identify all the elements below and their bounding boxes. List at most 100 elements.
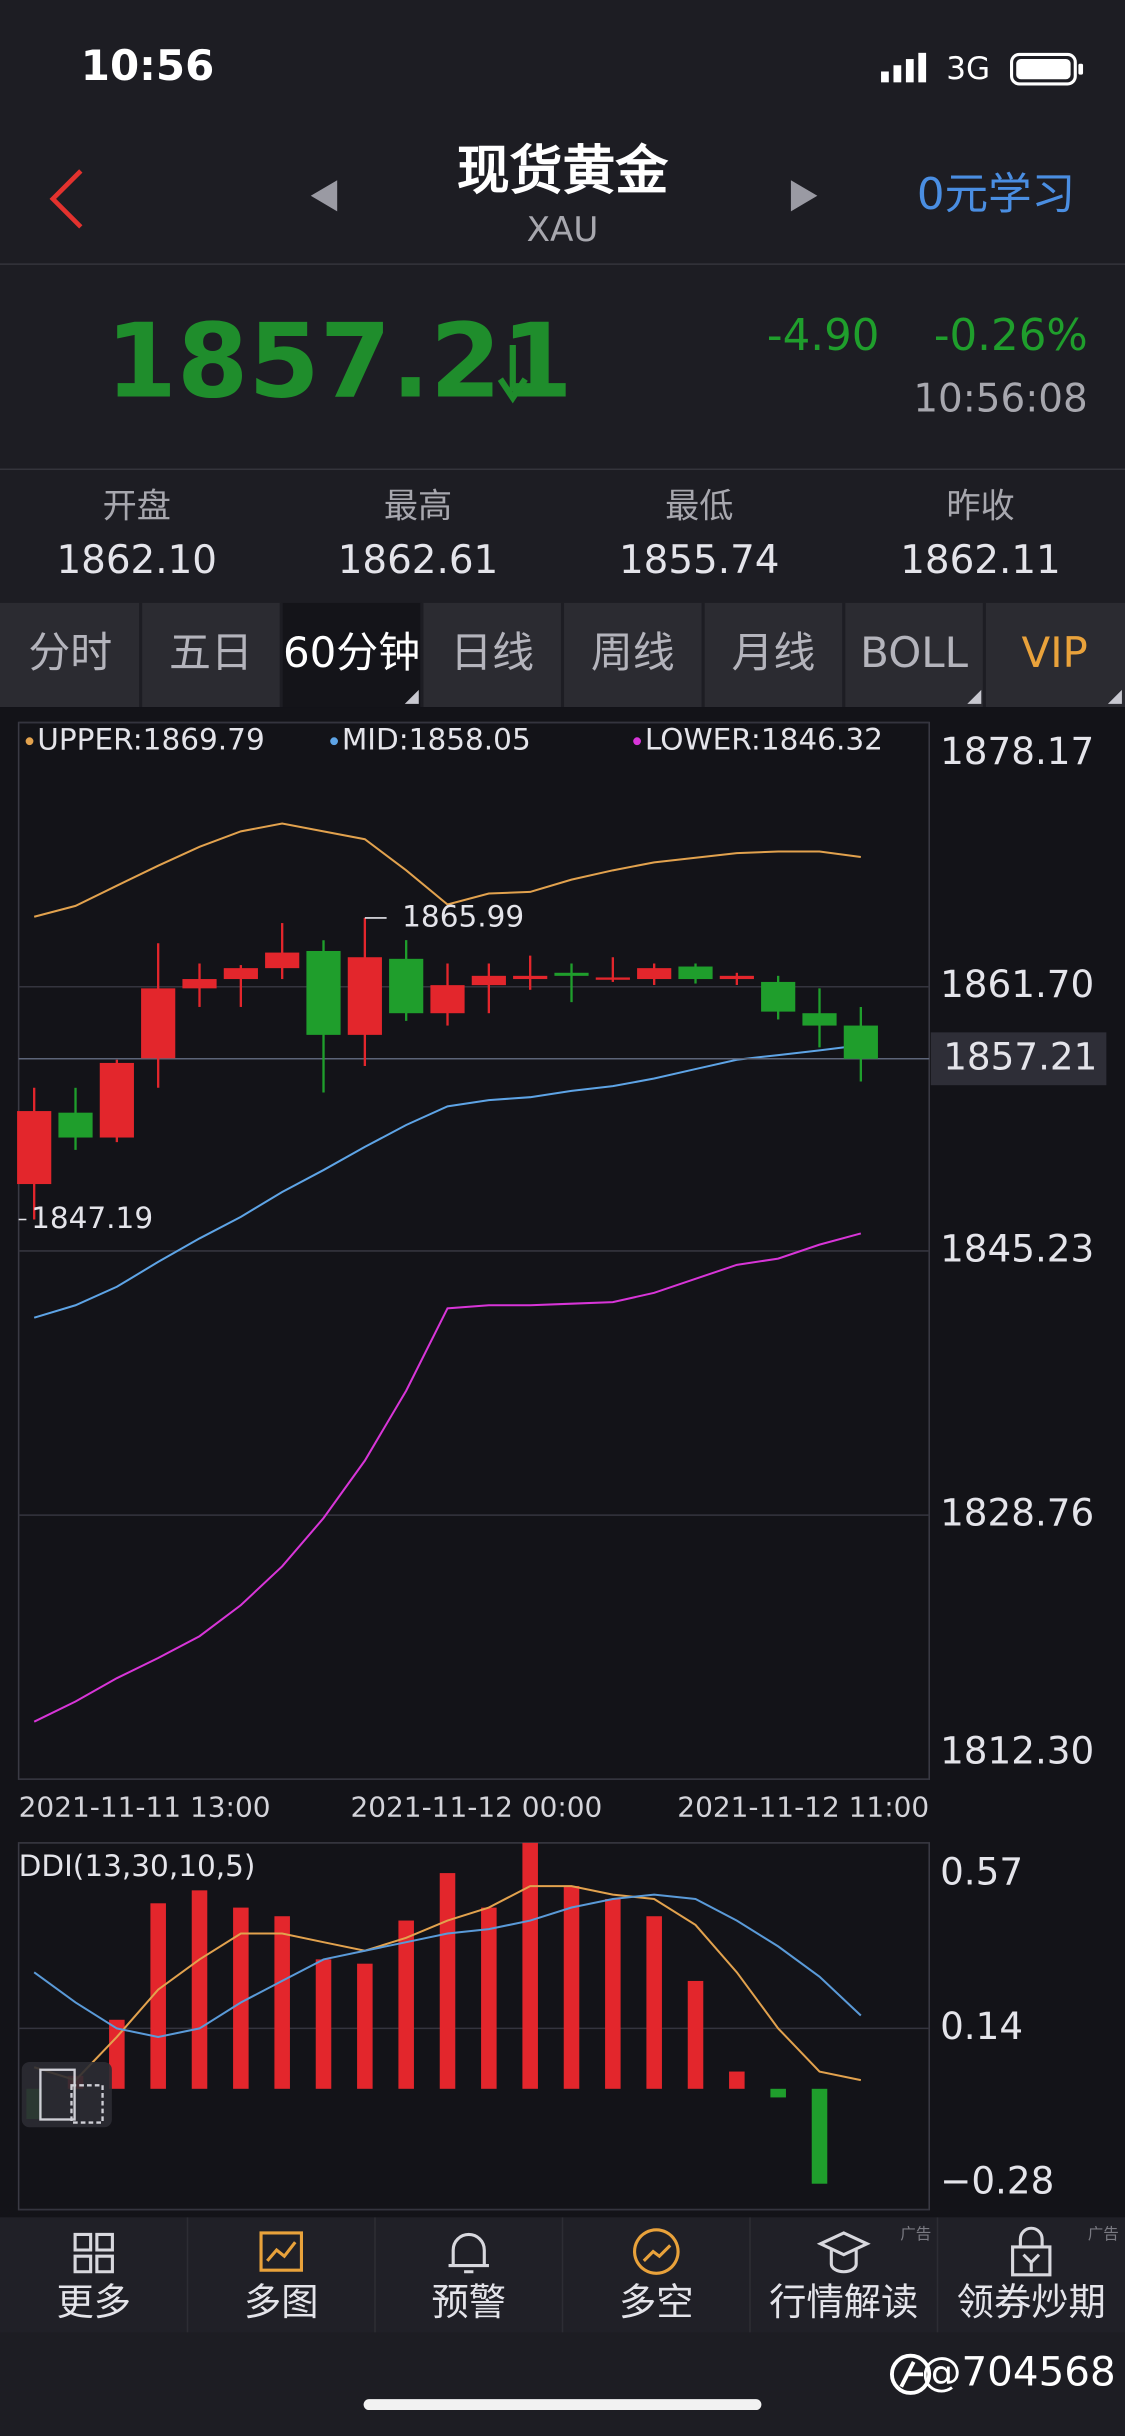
tab-corner <box>404 689 419 704</box>
candle-body <box>182 979 217 989</box>
tab[interactable]: 月线 <box>731 628 815 677</box>
toolbar-label[interactable]: 预警 <box>431 2280 506 2324</box>
ddi-bar <box>439 1873 456 2089</box>
tab[interactable]: VIP <box>1022 628 1088 677</box>
y-tick-label: 1828.76 <box>940 1491 1094 1535</box>
candle-body <box>719 975 754 980</box>
toolbar-icon <box>1011 2226 1052 2277</box>
ad-badge: 广告 <box>900 2225 931 2243</box>
y-tick-label: −0.28 <box>940 2159 1054 2203</box>
ddi-bar <box>191 1890 208 2089</box>
stat-label: 最低 <box>665 487 733 527</box>
status-time: 10:56 <box>81 41 215 90</box>
stats: 开盘 1862.10 最高 1862.61 最低 1855.74 昨收 1862.11 <box>56 487 1060 583</box>
toolbar-label[interactable]: 行情解读 <box>769 2280 918 2324</box>
legend-dot <box>25 737 34 746</box>
ddi-bar <box>646 1916 662 2089</box>
charts: 1878.17 1861.70 1845.23 1828.76 1812.30 1857.… <box>17 721 1107 2211</box>
ddi-bar <box>811 2088 828 2184</box>
ddi-bar <box>150 1903 166 2089</box>
stat-label: 最高 <box>384 487 452 527</box>
next-button[interactable] <box>790 180 818 212</box>
band-line <box>33 822 861 918</box>
stat-label: 开盘 <box>103 487 171 527</box>
ddi-bar <box>729 2071 745 2089</box>
candle-body <box>802 1013 837 1026</box>
tab[interactable]: 五日 <box>169 628 253 677</box>
learn-link[interactable]: 0元学习 <box>917 170 1075 220</box>
candle-body <box>430 985 465 1014</box>
tabs: 分时 五日 60分钟 日线 周线 月线 BOLL VIP <box>28 602 1122 708</box>
toolbar-icon <box>816 2231 871 2274</box>
toolbar-label[interactable]: 多图 <box>244 2280 319 2324</box>
ddi-bar <box>605 1898 621 2089</box>
title: 现货黄金 <box>457 141 668 202</box>
ddi-bar <box>274 1916 290 2089</box>
candle-body <box>306 950 341 1035</box>
y-tick-label: 1878.17 <box>940 729 1094 773</box>
candle-body <box>347 957 382 1035</box>
toolbar-icon <box>448 2232 489 2274</box>
ddi-bar <box>770 2088 786 2098</box>
ddi-bar <box>233 1907 249 2089</box>
watermark-logo <box>889 2353 932 2395</box>
chart-area <box>0 707 1125 2218</box>
ddi-bar <box>109 2019 125 2089</box>
legend-label: MID:1858.05 <box>342 723 531 757</box>
ddi-bar <box>481 1907 497 2089</box>
network-label: 3G <box>946 51 990 87</box>
candle-body <box>58 1112 93 1138</box>
candle-body <box>761 981 796 1012</box>
stat-value: 1862.10 <box>56 538 217 583</box>
tab[interactable]: BOLL <box>860 628 968 677</box>
toolbar-icon <box>259 2231 304 2272</box>
tab[interactable]: 分时 <box>28 628 112 677</box>
last-price-box <box>930 1032 1107 1086</box>
band-line <box>33 1232 862 1723</box>
change: -4.90 <box>767 311 880 361</box>
candle-body <box>595 977 630 980</box>
toolbar-label[interactable]: 领券炒期 <box>957 2280 1106 2324</box>
tab[interactable]: 周线 <box>591 628 675 677</box>
toolbar-label[interactable]: 更多 <box>56 2280 131 2324</box>
last-price-label: 1857.21 <box>943 1034 1097 1078</box>
stat-value: 1862.11 <box>900 538 1061 583</box>
legend-dot <box>330 737 338 746</box>
x-tick-label: 2021-11-12 11:00 <box>677 1791 929 1824</box>
down-arrow <box>497 344 528 404</box>
x-tick-label: 2021-11-12 00:00 <box>350 1791 602 1824</box>
y-tick-label: 0.14 <box>940 2004 1023 2048</box>
stat-value: 1855.74 <box>619 538 780 583</box>
stat-value: 1862.61 <box>338 538 499 583</box>
toolbar-label[interactable]: 多空 <box>619 2280 694 2324</box>
battery-icon <box>1010 52 1084 86</box>
candle-body <box>843 1025 878 1059</box>
change-percent: -0.26% <box>934 311 1088 361</box>
candle-body <box>471 975 506 986</box>
min-label: 1847.19 <box>31 1201 153 1235</box>
x-tick-label: 2021-11-11 13:00 <box>19 1791 271 1824</box>
tab[interactable]: 60分钟 <box>283 628 420 677</box>
ddi-bar <box>687 1980 704 2089</box>
home-indicator <box>363 2399 762 2411</box>
prev-button[interactable] <box>310 180 338 212</box>
tab[interactable]: 日线 <box>450 628 534 677</box>
band-line <box>33 1044 861 1319</box>
tab-selected-bg <box>281 602 422 708</box>
ddi-title: DDI(13,30,10,5) <box>19 1849 256 1883</box>
candle-body <box>554 972 589 976</box>
ddi-line <box>33 1885 862 2082</box>
toolbar-icon <box>73 2232 114 2274</box>
candle-body <box>389 958 424 1014</box>
price: 1857.21 <box>106 303 573 422</box>
ddi-bar <box>398 1920 414 2089</box>
max-label: 1865.99 <box>402 899 524 933</box>
legend-label: UPPER:1869.79 <box>37 723 264 757</box>
ddi-bar <box>315 1959 332 2089</box>
tab-corner <box>967 689 982 704</box>
back-button[interactable] <box>49 169 83 229</box>
candle-body <box>223 968 258 980</box>
y-tick-label: 1861.70 <box>940 962 1094 1006</box>
